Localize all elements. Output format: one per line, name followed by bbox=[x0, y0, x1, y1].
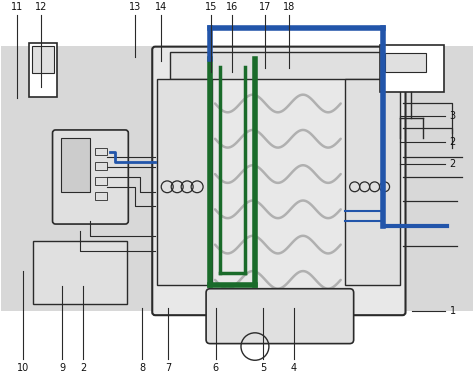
Text: 2: 2 bbox=[450, 159, 456, 169]
FancyBboxPatch shape bbox=[53, 130, 128, 224]
Text: 5: 5 bbox=[260, 363, 266, 373]
FancyBboxPatch shape bbox=[152, 47, 405, 315]
Text: 17: 17 bbox=[259, 2, 272, 12]
Bar bbox=[32, 45, 54, 73]
FancyBboxPatch shape bbox=[206, 289, 354, 344]
Text: 13: 13 bbox=[129, 2, 142, 12]
Text: 4: 4 bbox=[291, 363, 297, 373]
Bar bbox=[345, 79, 400, 285]
Bar bbox=[28, 43, 56, 97]
Text: 2: 2 bbox=[450, 137, 456, 147]
Text: 10: 10 bbox=[17, 363, 29, 373]
Bar bbox=[95, 148, 108, 155]
Text: 1: 1 bbox=[450, 306, 456, 316]
Text: 16: 16 bbox=[226, 2, 238, 12]
Bar bbox=[95, 177, 108, 185]
Text: 11: 11 bbox=[11, 2, 23, 12]
Text: 8: 8 bbox=[139, 363, 146, 373]
Bar bbox=[384, 53, 427, 72]
Text: 18: 18 bbox=[283, 2, 295, 12]
Text: 3: 3 bbox=[450, 111, 456, 121]
Bar bbox=[380, 45, 445, 92]
Bar bbox=[170, 52, 388, 79]
Text: © photobucket: © photobucket bbox=[182, 193, 245, 202]
Text: 12: 12 bbox=[35, 2, 47, 12]
Text: 7: 7 bbox=[165, 363, 172, 373]
Text: 14: 14 bbox=[155, 2, 167, 12]
Bar bbox=[61, 138, 91, 192]
Bar bbox=[0, 46, 474, 311]
Bar bbox=[157, 79, 212, 285]
Text: 2: 2 bbox=[80, 363, 87, 373]
Bar bbox=[95, 192, 108, 200]
Text: 6: 6 bbox=[213, 363, 219, 373]
Text: 15: 15 bbox=[205, 2, 217, 12]
Bar bbox=[33, 241, 128, 305]
Bar bbox=[95, 162, 108, 170]
Text: 9: 9 bbox=[59, 363, 65, 373]
